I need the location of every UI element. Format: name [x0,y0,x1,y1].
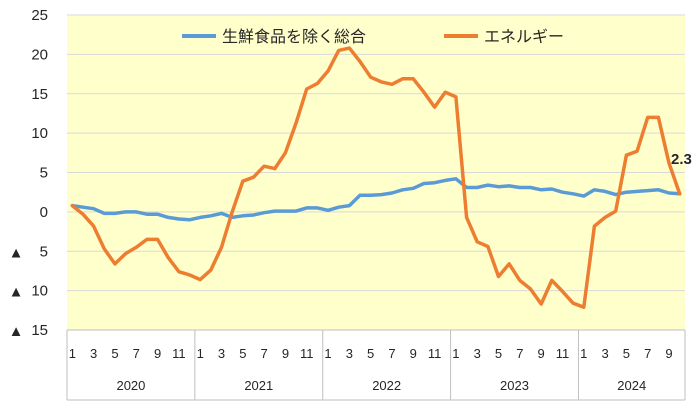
y-tick-label: 15 [31,86,48,103]
year-label: 2020 [116,378,145,393]
x-tick-label: 3 [601,346,608,361]
x-tick-label: 9 [538,346,545,361]
x-tick-label: 1 [580,346,587,361]
x-tick-label: 7 [516,346,523,361]
legend-label: 生鮮食品を除く総合 [222,27,366,46]
y-axis: 25 20 15 10 5 0 5 ▲ 10 ▲ 15 ▲ [9,7,48,340]
x-tick-label: 11 [556,346,570,361]
x-tick-label: 1 [197,346,204,361]
annotation-label: 2.3 [671,151,692,168]
x-tick-label: 9 [282,346,289,361]
negative-marker: ▲ [9,284,24,301]
x-tick-label: 3 [218,346,225,361]
legend-label: エネルギー [484,27,564,46]
x-tick-label: 11 [172,346,186,361]
series-lines [70,46,682,309]
x-tick-label: 11 [428,346,442,361]
x-tick-label: 7 [644,346,651,361]
gridlines [67,14,685,292]
x-tick-label: 7 [261,346,268,361]
annotations: 2.3 [671,151,692,168]
y-tick-label: 5 [40,165,48,182]
series-line-1 [70,46,682,309]
y-tick-label: 10 [31,283,48,300]
y-tick-label: 0 [40,204,48,221]
year-label: 2021 [244,378,273,393]
x-tick-label: 9 [154,346,161,361]
y-tick-label: 25 [31,7,48,24]
x-tick-label: 3 [90,346,97,361]
year-label: 2023 [500,378,529,393]
x-tick-label: 3 [474,346,481,361]
negative-marker: ▲ [9,323,24,340]
series-line-0 [70,177,682,222]
x-tick-label: 1 [324,346,331,361]
y-tick-label: 20 [31,46,48,63]
y-tick-label: 15 [31,322,48,339]
x-tick-label: 1 [452,346,459,361]
x-tick-label: 11 [300,346,314,361]
legend: 生鮮食品を除く総合 エネルギー [182,27,564,46]
x-tick-label: 9 [410,346,417,361]
x-tick-label: 5 [367,346,374,361]
x-tick-label: 5 [111,346,118,361]
year-label: 2022 [372,378,401,393]
negative-marker: ▲ [9,244,24,261]
x-tick-label: 5 [495,346,502,361]
x-tick-label: 1 [69,346,76,361]
year-label: 2024 [617,378,646,393]
x-tick-label: 7 [133,346,140,361]
x-tick-label: 5 [239,346,246,361]
x-tick-label: 7 [388,346,395,361]
x-tick-label: 9 [665,346,672,361]
y-tick-label: 5 [40,243,48,260]
x-tick-label: 3 [346,346,353,361]
y-tick-label: 10 [31,125,48,142]
x-tick-label: 5 [623,346,630,361]
